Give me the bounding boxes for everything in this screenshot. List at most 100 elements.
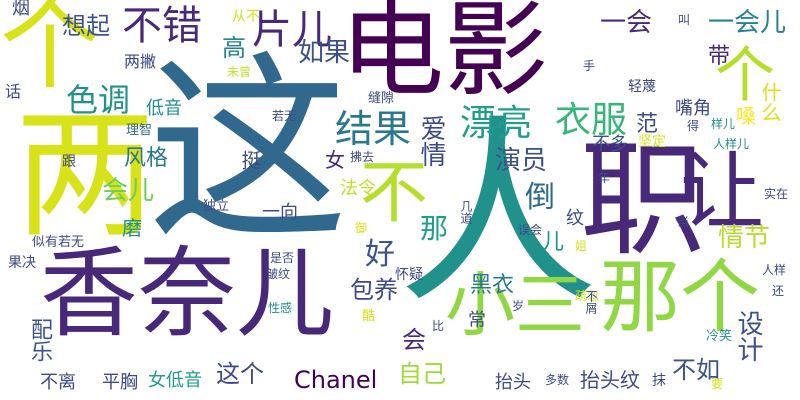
word-cn-0: 电影 bbox=[340, 0, 549, 111]
word-cn-1: 这 bbox=[148, 35, 349, 268]
word-cn-10: 不 bbox=[360, 154, 429, 233]
word-cn-95: 姐 bbox=[575, 239, 588, 253]
word-cn-52: 不多 bbox=[592, 134, 628, 155]
word-cn-29: 爱情 bbox=[416, 115, 446, 167]
word-cn-94: 御 bbox=[355, 221, 368, 235]
word-cn-19: 漂亮 bbox=[460, 103, 533, 144]
word-cn-67: 未曾 bbox=[227, 65, 252, 79]
word-cn-41: 女低音 bbox=[148, 370, 202, 391]
word-cn-99: 要 bbox=[711, 377, 724, 391]
word-cn-15: 一会 bbox=[600, 8, 653, 38]
word-cn-7: 让 bbox=[680, 143, 765, 241]
word-cn-57: 常 bbox=[465, 310, 486, 328]
word-cn-51: 两撇 bbox=[124, 52, 157, 71]
word-cn-60: 法令 bbox=[340, 178, 376, 199]
word-cn-87: 样儿 bbox=[711, 117, 736, 131]
word-cn-42: 平胸 bbox=[102, 372, 138, 393]
word-cn-26: 如果 bbox=[298, 38, 351, 68]
word-cn-84: 还 bbox=[772, 284, 785, 298]
word-cn-86: 疏忽 bbox=[575, 289, 600, 303]
word-cn-58: 带 bbox=[708, 44, 731, 69]
word-cn-16: 一会儿 bbox=[708, 8, 787, 38]
word-cn-5: 个 bbox=[0, 0, 100, 103]
word-cn-25: 设计 bbox=[733, 310, 763, 362]
word-cn-79: 多数 bbox=[545, 373, 570, 387]
word-cn-36: 会儿 bbox=[102, 176, 155, 206]
word-cn-12: 不错 bbox=[122, 3, 202, 49]
word-cn-92: 几道 bbox=[459, 200, 473, 224]
word-cn-96: 岁 bbox=[512, 299, 525, 313]
word-cn-18: 结果 bbox=[335, 107, 412, 151]
word-cn-44: 抬头 bbox=[495, 372, 531, 393]
word-cn-8: 那个 bbox=[600, 251, 760, 344]
word-cn-2: 人 bbox=[398, 98, 599, 331]
word-cn-54: 纹 bbox=[566, 208, 584, 229]
word-cn-83: 人样 bbox=[762, 263, 787, 277]
word-cn-81: 误会 bbox=[518, 223, 543, 237]
word-cn-82: 实在 bbox=[764, 187, 789, 201]
word-cn-53: 范 bbox=[636, 112, 659, 137]
word-cn-74: 果决 bbox=[8, 255, 36, 271]
word-cn-14: 想起 bbox=[62, 12, 110, 40]
word-cn-78: 是否 bbox=[270, 251, 295, 265]
word-cn-85: 冷笑 bbox=[706, 329, 733, 344]
word-cn-89: 得 bbox=[687, 119, 700, 133]
word-cn-32: 自己 bbox=[398, 360, 446, 388]
word-cn-47: 挺 bbox=[238, 150, 262, 170]
word-cn-34: 不如 bbox=[672, 356, 720, 384]
word-cn-76: 性感 bbox=[268, 301, 293, 315]
word-cn-11: 个 bbox=[715, 41, 775, 111]
word-cn-6: 两 bbox=[0, 100, 154, 240]
word-cn-59: 嗓 bbox=[736, 104, 756, 128]
word-cn-38: 黑衣 bbox=[470, 273, 515, 298]
word-cn-23: 那 bbox=[420, 212, 449, 245]
word-cn-69: 话 bbox=[5, 82, 22, 101]
word-cn-20: 衣服 bbox=[555, 100, 628, 141]
word-cn-63: 缝隙 bbox=[368, 91, 395, 106]
word-cn-45: 女 bbox=[325, 148, 345, 172]
word-cn-100: 当 bbox=[677, 215, 690, 229]
word-cn-62: 怀疑 bbox=[395, 267, 423, 283]
word-cn-66: 从不 bbox=[232, 9, 260, 25]
word-cn-40: 配乐 bbox=[27, 318, 52, 362]
word-cn-80: 比 bbox=[432, 319, 445, 333]
word-cn-48: 一向 bbox=[262, 202, 298, 223]
word-cn-64: 轻蔑 bbox=[628, 79, 656, 95]
word-cn-4: 香奈儿 bbox=[40, 237, 335, 351]
word-cn-50: 嘴角 bbox=[675, 98, 711, 119]
word-cn-30: 包养 bbox=[350, 276, 398, 304]
word-cn-88: 人样儿 bbox=[713, 137, 750, 151]
word-cn-55: 儿 bbox=[542, 230, 565, 255]
word-cn-27: 高 bbox=[222, 34, 246, 62]
word-cn-91: 拂去 bbox=[350, 150, 375, 164]
word-cn-68: 烟 bbox=[12, 0, 30, 19]
word-cn-35: 会 bbox=[402, 326, 426, 354]
word-cn-22: 好 bbox=[365, 237, 395, 272]
word-cn-71: 跟 bbox=[62, 154, 76, 170]
word-chanel: Chanel bbox=[294, 366, 378, 394]
word-cn-77: 酷 bbox=[362, 309, 376, 324]
word-cn-33: 这个 bbox=[216, 360, 264, 388]
word-cn-49: 什么 bbox=[758, 82, 782, 122]
word-cn-73: 似有若无 bbox=[32, 235, 85, 250]
word-cn-70: 理智 bbox=[126, 123, 153, 138]
word-cn-97: 叫 bbox=[678, 13, 691, 27]
word-cn-98: 抹 bbox=[652, 373, 666, 389]
word-cn-75: 皱纹 bbox=[266, 267, 291, 281]
word-cn-43: 不离 bbox=[40, 372, 76, 393]
word-cn-101: 年 bbox=[598, 171, 611, 185]
word-cn-21: 倒 bbox=[525, 180, 555, 215]
word-cn-13: 片儿 bbox=[252, 7, 332, 53]
word-cn-56: 磨 bbox=[122, 216, 142, 240]
word-cn-61: 坚定 bbox=[638, 134, 666, 150]
word-cn-46: 低音 bbox=[146, 98, 182, 119]
word-cn-24: 情节 bbox=[718, 223, 771, 253]
word-cn-9: 小三 bbox=[445, 264, 585, 346]
word-cn-17: 色调 bbox=[66, 81, 131, 119]
word-cn-39: 抬头纹 bbox=[580, 368, 640, 392]
word-cn-93: 不屑 bbox=[584, 290, 598, 314]
word-cn-90: 手 bbox=[583, 59, 596, 73]
word-cn-65: 若无 bbox=[272, 109, 297, 123]
word-cn-3: 职 bbox=[580, 128, 705, 273]
